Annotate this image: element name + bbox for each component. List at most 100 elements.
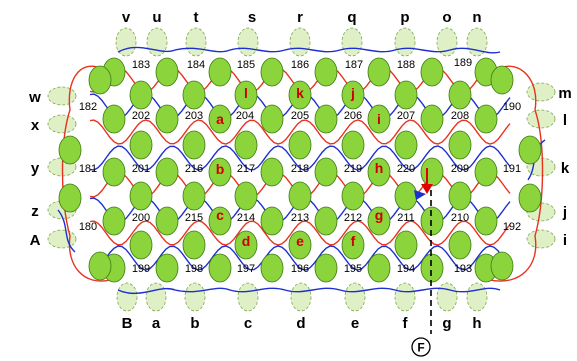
red-loop xyxy=(89,220,511,246)
f-marker-label: F xyxy=(417,341,424,355)
cell-label: 219 xyxy=(344,163,362,175)
ghost-lens xyxy=(436,282,458,312)
inner-letter: h xyxy=(375,160,384,176)
cell-label: 195 xyxy=(344,263,362,275)
f-marker: F xyxy=(411,168,433,357)
crossing-lens xyxy=(58,183,82,213)
crossing-lens xyxy=(314,206,338,236)
crossing-lens xyxy=(260,57,284,87)
inner-letter: c xyxy=(216,207,224,223)
cell-label: 200 xyxy=(132,212,150,224)
top-label: u xyxy=(152,9,161,26)
blue-loop xyxy=(89,245,511,271)
crossing-lens xyxy=(474,157,498,187)
ghost-lens xyxy=(115,27,137,57)
crossing-lens xyxy=(448,80,472,110)
crossing-lens xyxy=(474,104,498,134)
cell-label: 185 xyxy=(237,59,255,71)
cell-label: 199 xyxy=(132,263,150,275)
crossing-lens xyxy=(367,104,391,134)
blue-loop xyxy=(89,145,511,171)
cell-label: 218 xyxy=(291,163,309,175)
crossing-lens xyxy=(288,181,312,211)
crossing-lens xyxy=(420,206,444,236)
inner-letter: f xyxy=(351,233,356,249)
crossing-lens xyxy=(448,230,472,260)
crossing-lens xyxy=(367,206,391,236)
crossing-lens xyxy=(155,57,179,87)
cell-label: 187 xyxy=(345,59,363,71)
inner-letter-labels: a b c d e f g h i j k l xyxy=(216,85,384,249)
bottom-label: g xyxy=(442,315,451,332)
crossing-lens xyxy=(234,130,258,160)
ghost-lens xyxy=(47,86,77,106)
right-label: j xyxy=(562,204,567,221)
bottom-label: B xyxy=(122,315,133,332)
ghost-lens xyxy=(116,282,138,312)
red-loop xyxy=(61,65,111,282)
left-label: x xyxy=(31,117,40,134)
right-edge-labels: m l k j i xyxy=(558,85,571,249)
cell-label: 220 xyxy=(397,163,415,175)
ghost-lens xyxy=(526,109,556,129)
blue-arrow-head xyxy=(414,190,426,200)
inner-letter: b xyxy=(216,161,225,177)
ghost-lens xyxy=(526,229,556,249)
cell-label: 181 xyxy=(79,163,97,175)
ghost-lens xyxy=(341,27,363,57)
inner-letter: e xyxy=(296,233,304,249)
cell-label: 213 xyxy=(291,212,309,224)
crossing-lenses xyxy=(58,57,542,283)
crossing-lens xyxy=(129,230,153,260)
bottom-label: d xyxy=(296,315,305,332)
top-label: o xyxy=(442,9,451,26)
inner-letter: l xyxy=(244,85,248,101)
cell-label: 190 xyxy=(503,101,521,113)
crossing-lens xyxy=(182,80,206,110)
cell-label: 217 xyxy=(237,163,255,175)
cell-label: 206 xyxy=(344,110,362,122)
top-label: p xyxy=(400,9,409,26)
crossing-lens xyxy=(208,253,232,283)
crossing-lens xyxy=(474,206,498,236)
cell-label: 186 xyxy=(291,59,309,71)
crossing-lens xyxy=(314,253,338,283)
cell-labels: 183 184 185 186 187 188 189 182 202 203 … xyxy=(79,57,521,275)
cell-label: 184 xyxy=(187,59,205,71)
crossing-lens xyxy=(208,104,232,134)
cell-label: 215 xyxy=(185,212,203,224)
crossing-lens xyxy=(288,230,312,260)
crossing-lens xyxy=(182,130,206,160)
top-label: v xyxy=(122,9,131,26)
bottom-label: f xyxy=(403,315,409,332)
crossing-lens xyxy=(490,251,514,281)
bottom-label: c xyxy=(244,315,252,332)
cell-label: 196 xyxy=(291,263,309,275)
ghost-lens xyxy=(394,27,416,57)
ghost-lens xyxy=(47,229,77,249)
inner-letter: j xyxy=(350,85,355,101)
bottom-label: h xyxy=(472,315,481,332)
crossing-lens xyxy=(367,253,391,283)
crossing-lens xyxy=(518,183,542,213)
ghost-lens xyxy=(184,282,206,312)
red-loop xyxy=(489,65,544,282)
crossing-lens xyxy=(367,157,391,187)
left-label: z xyxy=(31,203,39,220)
right-label: m xyxy=(558,85,571,102)
inner-letter: a xyxy=(216,111,224,127)
cell-label: 216 xyxy=(185,163,203,175)
crossing-lens xyxy=(288,80,312,110)
crossing-lens xyxy=(182,181,206,211)
ghost-lens xyxy=(47,114,77,134)
inner-letter: k xyxy=(296,85,304,101)
cell-label: 197 xyxy=(237,263,255,275)
ghost-lens xyxy=(394,282,416,312)
top-label: s xyxy=(248,9,256,26)
crossing-lens xyxy=(234,80,258,110)
ghost-lens xyxy=(466,282,488,312)
crossing-lens xyxy=(341,130,365,160)
crossing-lens xyxy=(420,157,444,187)
right-label: i xyxy=(563,232,567,249)
crossing-lens xyxy=(58,135,82,165)
